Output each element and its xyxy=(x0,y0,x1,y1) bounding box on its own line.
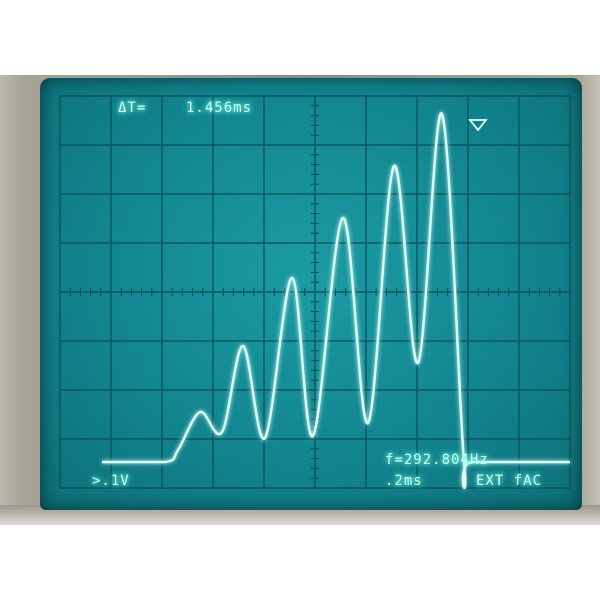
scope-display xyxy=(40,78,582,510)
volts-per-div-readout: >.1V xyxy=(92,473,130,489)
time-per-div-readout: .2ms xyxy=(385,473,423,489)
down-triangle-icon xyxy=(470,120,486,130)
waveform-trace xyxy=(102,113,570,488)
oscilloscope-screen: ΔT= 1.456ms f=292.804Hz >.1V .2ms EXT fA… xyxy=(40,78,582,510)
trigger-coupling-readout: EXT fAC xyxy=(476,473,542,489)
delta-t-value: 1.456ms xyxy=(186,100,252,116)
frequency-readout: f=292.804Hz xyxy=(385,452,489,468)
delta-t-label: ΔT= xyxy=(118,100,146,116)
